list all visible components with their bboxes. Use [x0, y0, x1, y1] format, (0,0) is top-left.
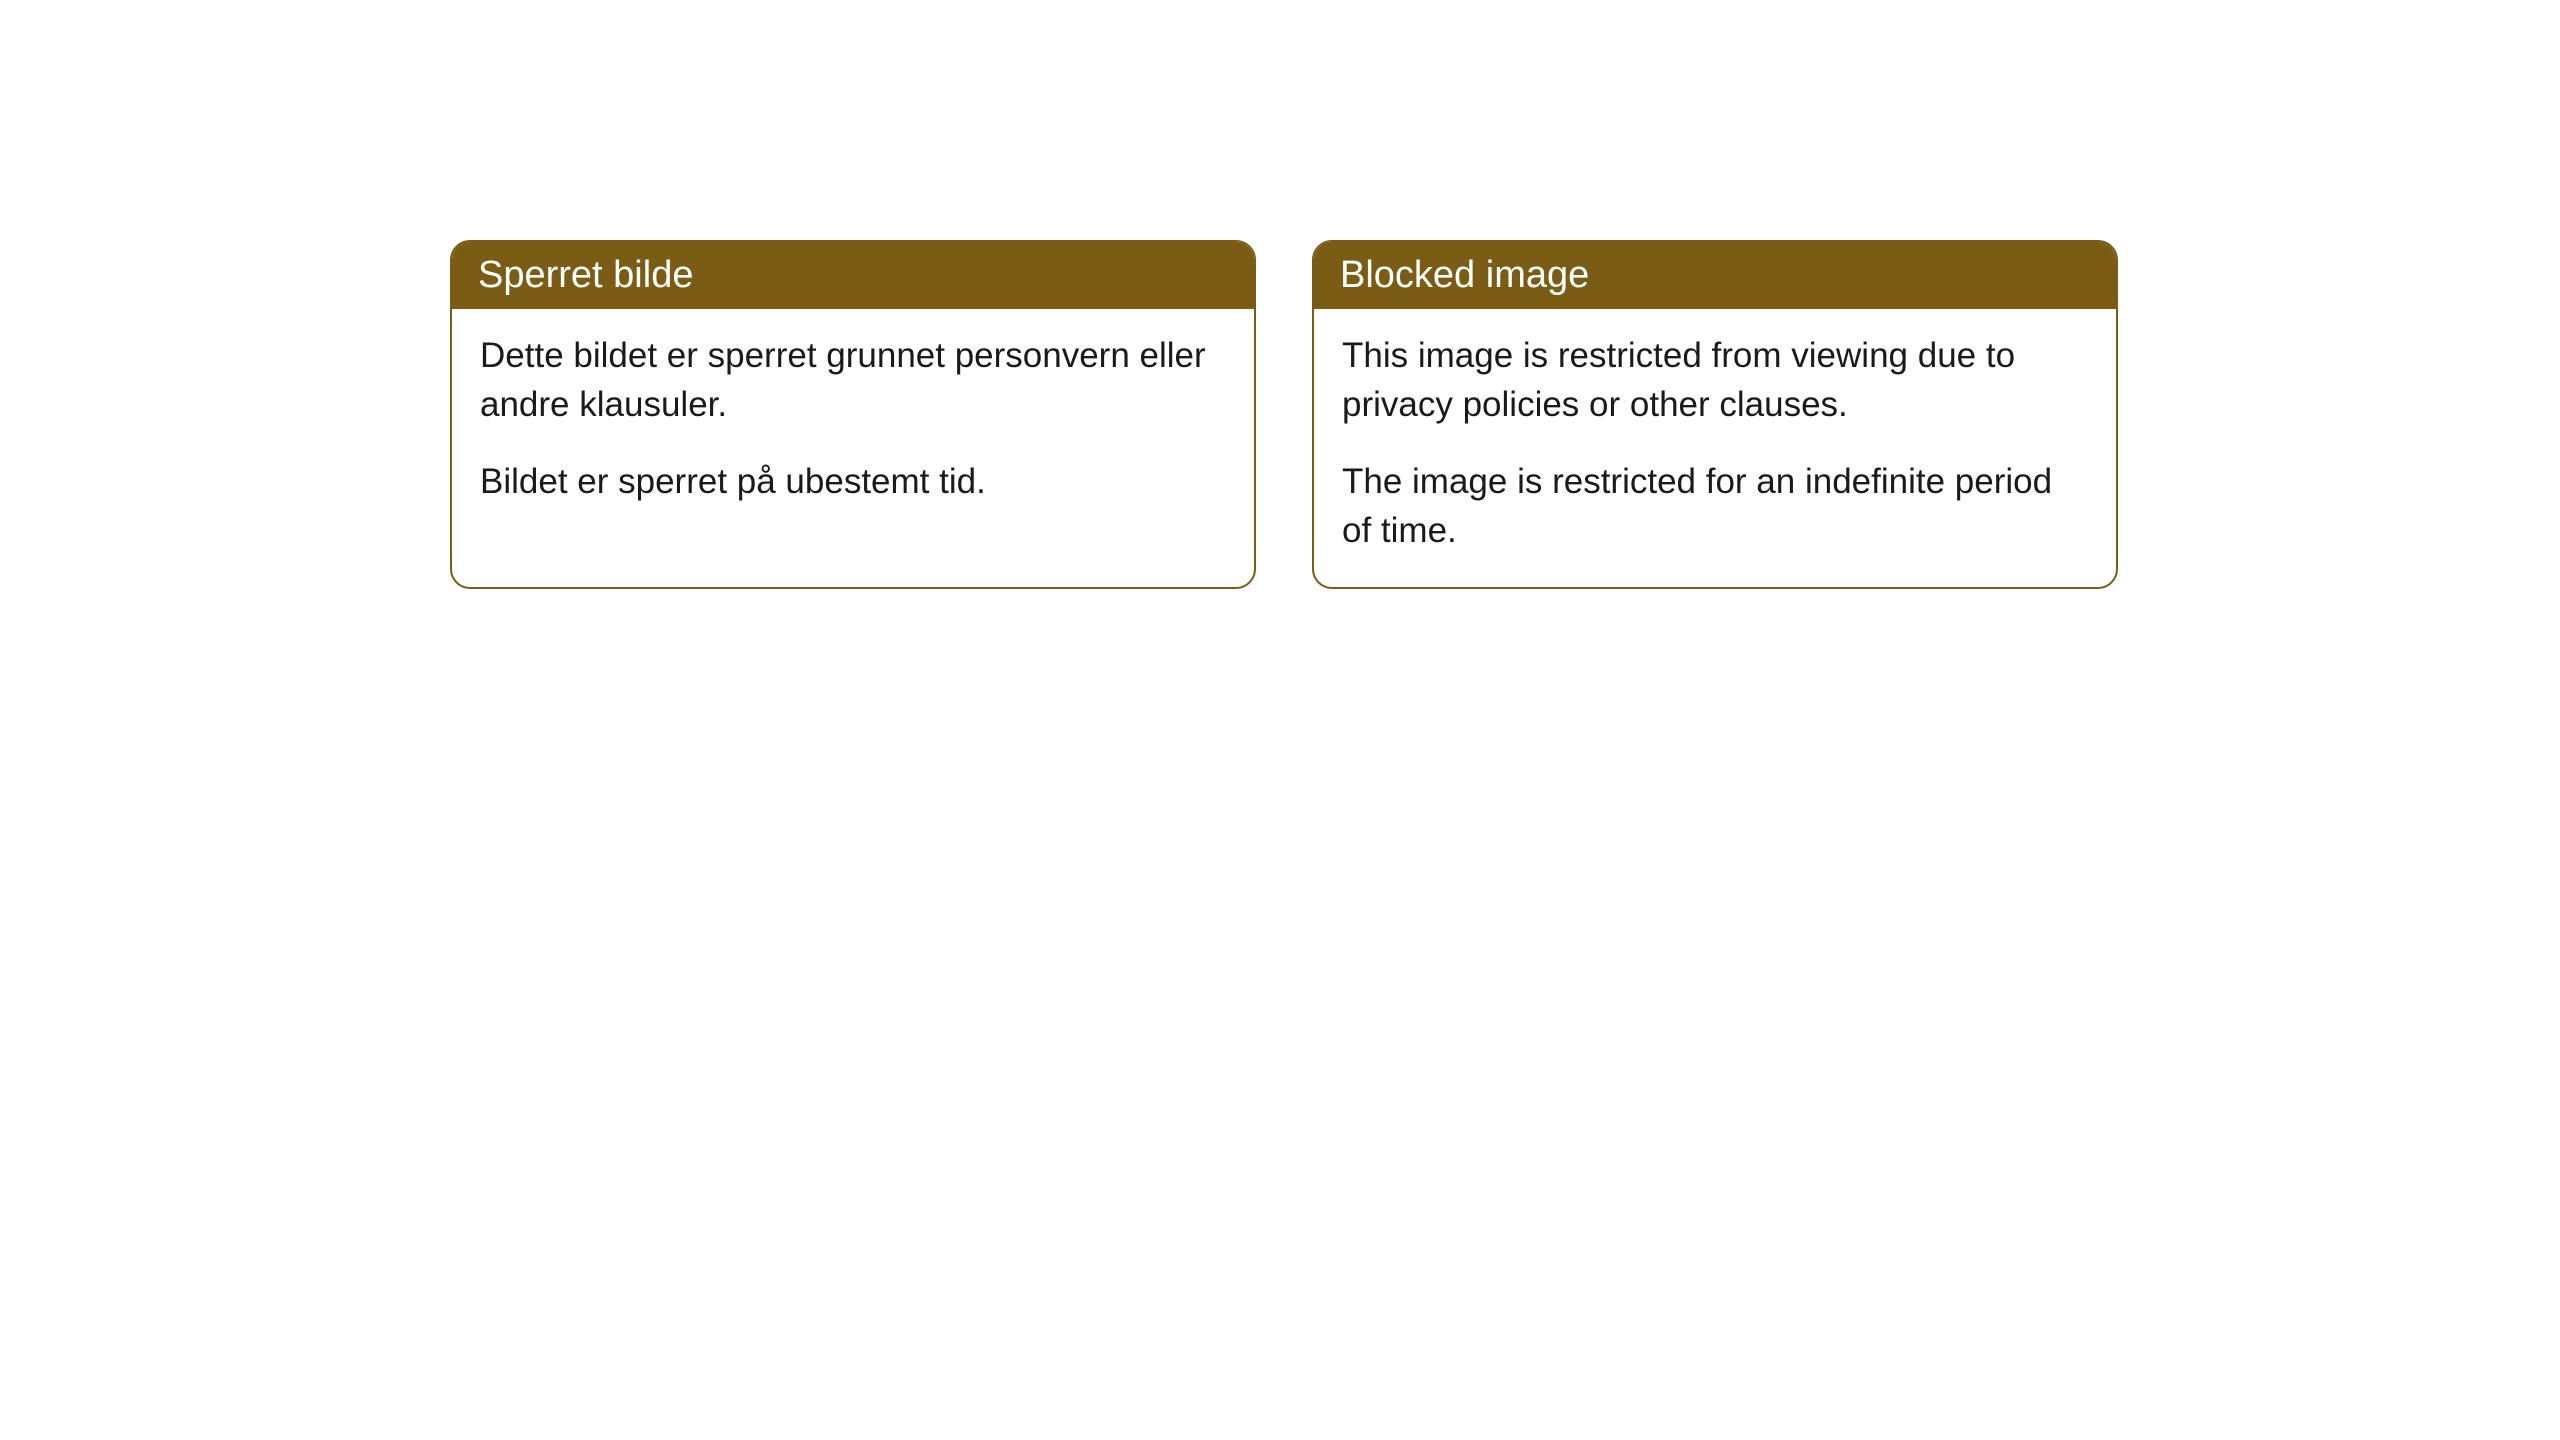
card-body-english: This image is restricted from viewing du…: [1314, 309, 2116, 587]
notice-card-english: Blocked image This image is restricted f…: [1312, 240, 2118, 589]
notice-cards-container: Sperret bilde Dette bildet er sperret gr…: [450, 240, 2560, 589]
card-text-english-2: The image is restricted for an indefinit…: [1342, 457, 2088, 555]
card-header-norwegian: Sperret bilde: [452, 242, 1254, 309]
notice-card-norwegian: Sperret bilde Dette bildet er sperret gr…: [450, 240, 1256, 589]
card-text-norwegian-1: Dette bildet er sperret grunnet personve…: [480, 331, 1226, 429]
card-text-norwegian-2: Bildet er sperret på ubestemt tid.: [480, 457, 1226, 506]
card-body-norwegian: Dette bildet er sperret grunnet personve…: [452, 309, 1254, 538]
card-header-english: Blocked image: [1314, 242, 2116, 309]
card-text-english-1: This image is restricted from viewing du…: [1342, 331, 2088, 429]
